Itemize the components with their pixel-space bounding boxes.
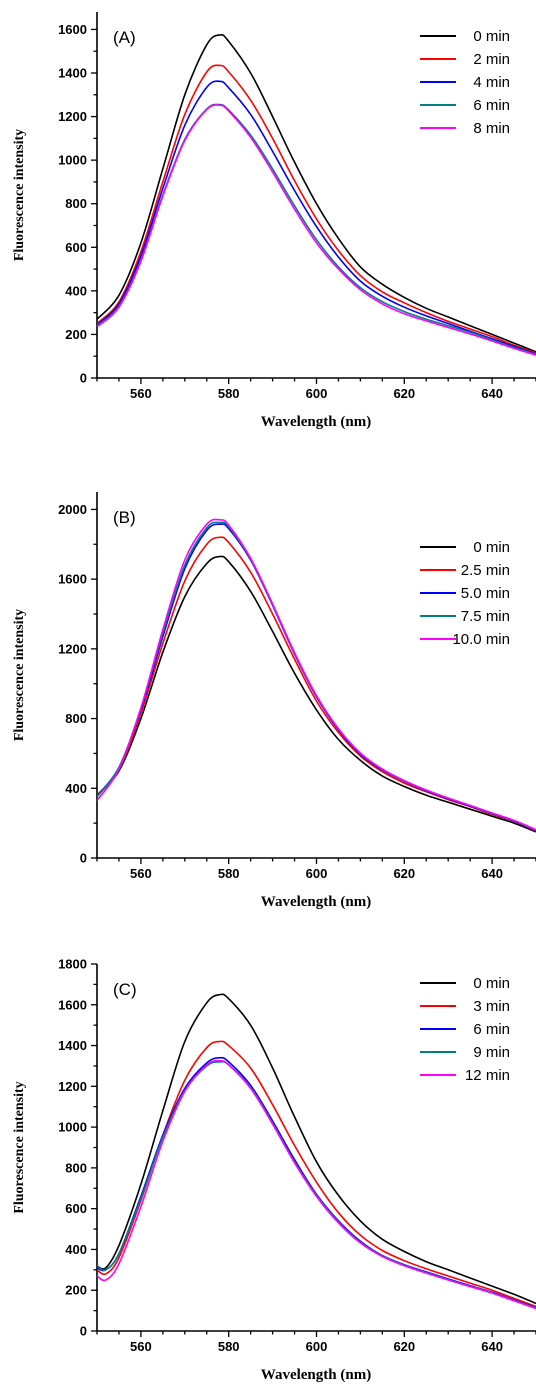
y-tick-label: 1000 (58, 153, 87, 168)
y-axis-title: Fluorescence intensity (12, 1081, 27, 1213)
y-tick-label: 2000 (58, 502, 87, 517)
x-tick-label: 580 (218, 866, 240, 881)
x-tick-label: 640 (481, 866, 503, 881)
legend-label: 5.0 min (461, 585, 510, 602)
x-tick-label: 600 (306, 1339, 328, 1354)
y-tick-label: 1400 (58, 1038, 87, 1053)
y-tick-label: 1400 (58, 66, 87, 81)
y-tick-label: 400 (65, 781, 87, 796)
series-line-1 (97, 555, 536, 833)
x-tick-label: 640 (481, 1339, 503, 1354)
y-axis-title: Fluorescence intensity (12, 129, 27, 261)
panel-label: (C) (113, 980, 137, 999)
series-line-5 (97, 518, 536, 831)
legend-label: 4 min (473, 74, 510, 91)
y-tick-label: 800 (65, 196, 87, 211)
x-tick-label: 620 (393, 386, 415, 401)
y-tick-label: 1200 (58, 1079, 87, 1094)
legend-label: 9 min (473, 1044, 510, 1061)
legend-label: 8 min (473, 120, 510, 137)
y-tick-label: 0 (80, 851, 87, 866)
series-line-5 (97, 104, 536, 356)
series-line-5 (97, 1059, 536, 1310)
legend-label: 3 min (473, 998, 510, 1015)
legend: 0 min 2.5 min 5.0 min 7.5 min 10.0 min (420, 539, 510, 648)
series-line-4 (97, 1060, 536, 1309)
x-tick-label: 560 (130, 386, 152, 401)
y-axis-title: Fluorescence intensity (12, 609, 27, 741)
legend-label: 6 min (473, 1021, 510, 1038)
y-tick-label: 0 (80, 1324, 87, 1339)
y-tick-label: 200 (65, 1283, 87, 1298)
series-line-3 (97, 80, 536, 355)
x-axis-title: Wavelength (nm) (261, 414, 371, 430)
y-tick-label: 1600 (58, 572, 87, 587)
panel-label: (B) (113, 508, 136, 527)
x-tick-label: 560 (130, 1339, 152, 1354)
legend-label: 7.5 min (461, 608, 510, 625)
legend: 0 min 2 min 4 min 6 min 8 min (420, 28, 510, 137)
y-tick-label: 1200 (58, 109, 87, 124)
y-tick-label: 600 (65, 1201, 87, 1216)
x-tick-label: 560 (130, 866, 152, 881)
series-line-1 (97, 993, 536, 1305)
y-tick-label: 800 (65, 1160, 87, 1175)
legend-label: 6 min (473, 97, 510, 114)
legend-label: 12 min (465, 1067, 510, 1084)
y-tick-label: 200 (65, 327, 87, 342)
x-tick-label: 580 (218, 1339, 240, 1354)
x-tick-label: 620 (393, 866, 415, 881)
series-line-2 (97, 64, 536, 354)
chart-panel-2: 0 400 800 1200 1600 2000 560 580 600 620 640 Wavele… (12, 492, 536, 910)
chart-panel-1: 0 200 400 600 800 1000 1200 1400 1600 560 580 600 62… (12, 12, 536, 430)
y-tick-label: 1600 (58, 997, 87, 1012)
series-line-2 (97, 536, 536, 832)
x-tick-label: 640 (481, 386, 503, 401)
x-axis-title: Wavelength (nm) (261, 1367, 371, 1383)
x-axis-title: Wavelength (nm) (261, 894, 371, 910)
y-tick-label: 1800 (58, 957, 87, 972)
legend-label: 10.0 min (452, 631, 510, 648)
x-tick-label: 600 (306, 866, 328, 881)
y-tick-label: 1200 (58, 641, 87, 656)
y-tick-label: 1600 (58, 22, 87, 37)
legend-label: 0 min (473, 28, 510, 45)
y-tick-label: 600 (65, 240, 87, 255)
y-tick-label: 1000 (58, 1120, 87, 1135)
x-tick-label: 620 (393, 1339, 415, 1354)
legend-label: 0 min (473, 539, 510, 556)
series-line-4 (97, 103, 536, 356)
panel-label: (A) (113, 28, 136, 47)
x-tick-label: 600 (306, 386, 328, 401)
legend-label: 2 min (473, 51, 510, 68)
series-line-1 (97, 33, 536, 353)
chart-panel-3: 0 200 400 600 800 1000 1200 1400 1600 1800 560 580 6… (12, 957, 536, 1383)
y-tick-label: 800 (65, 711, 87, 726)
x-tick-label: 580 (218, 386, 240, 401)
y-tick-label: 400 (65, 1242, 87, 1257)
y-tick-label: 400 (65, 283, 87, 298)
legend: 0 min 3 min 6 min 9 min 12 min (420, 975, 510, 1084)
y-tick-label: 0 (80, 371, 87, 386)
legend-label: 0 min (473, 975, 510, 992)
legend-label: 2.5 min (461, 562, 510, 579)
